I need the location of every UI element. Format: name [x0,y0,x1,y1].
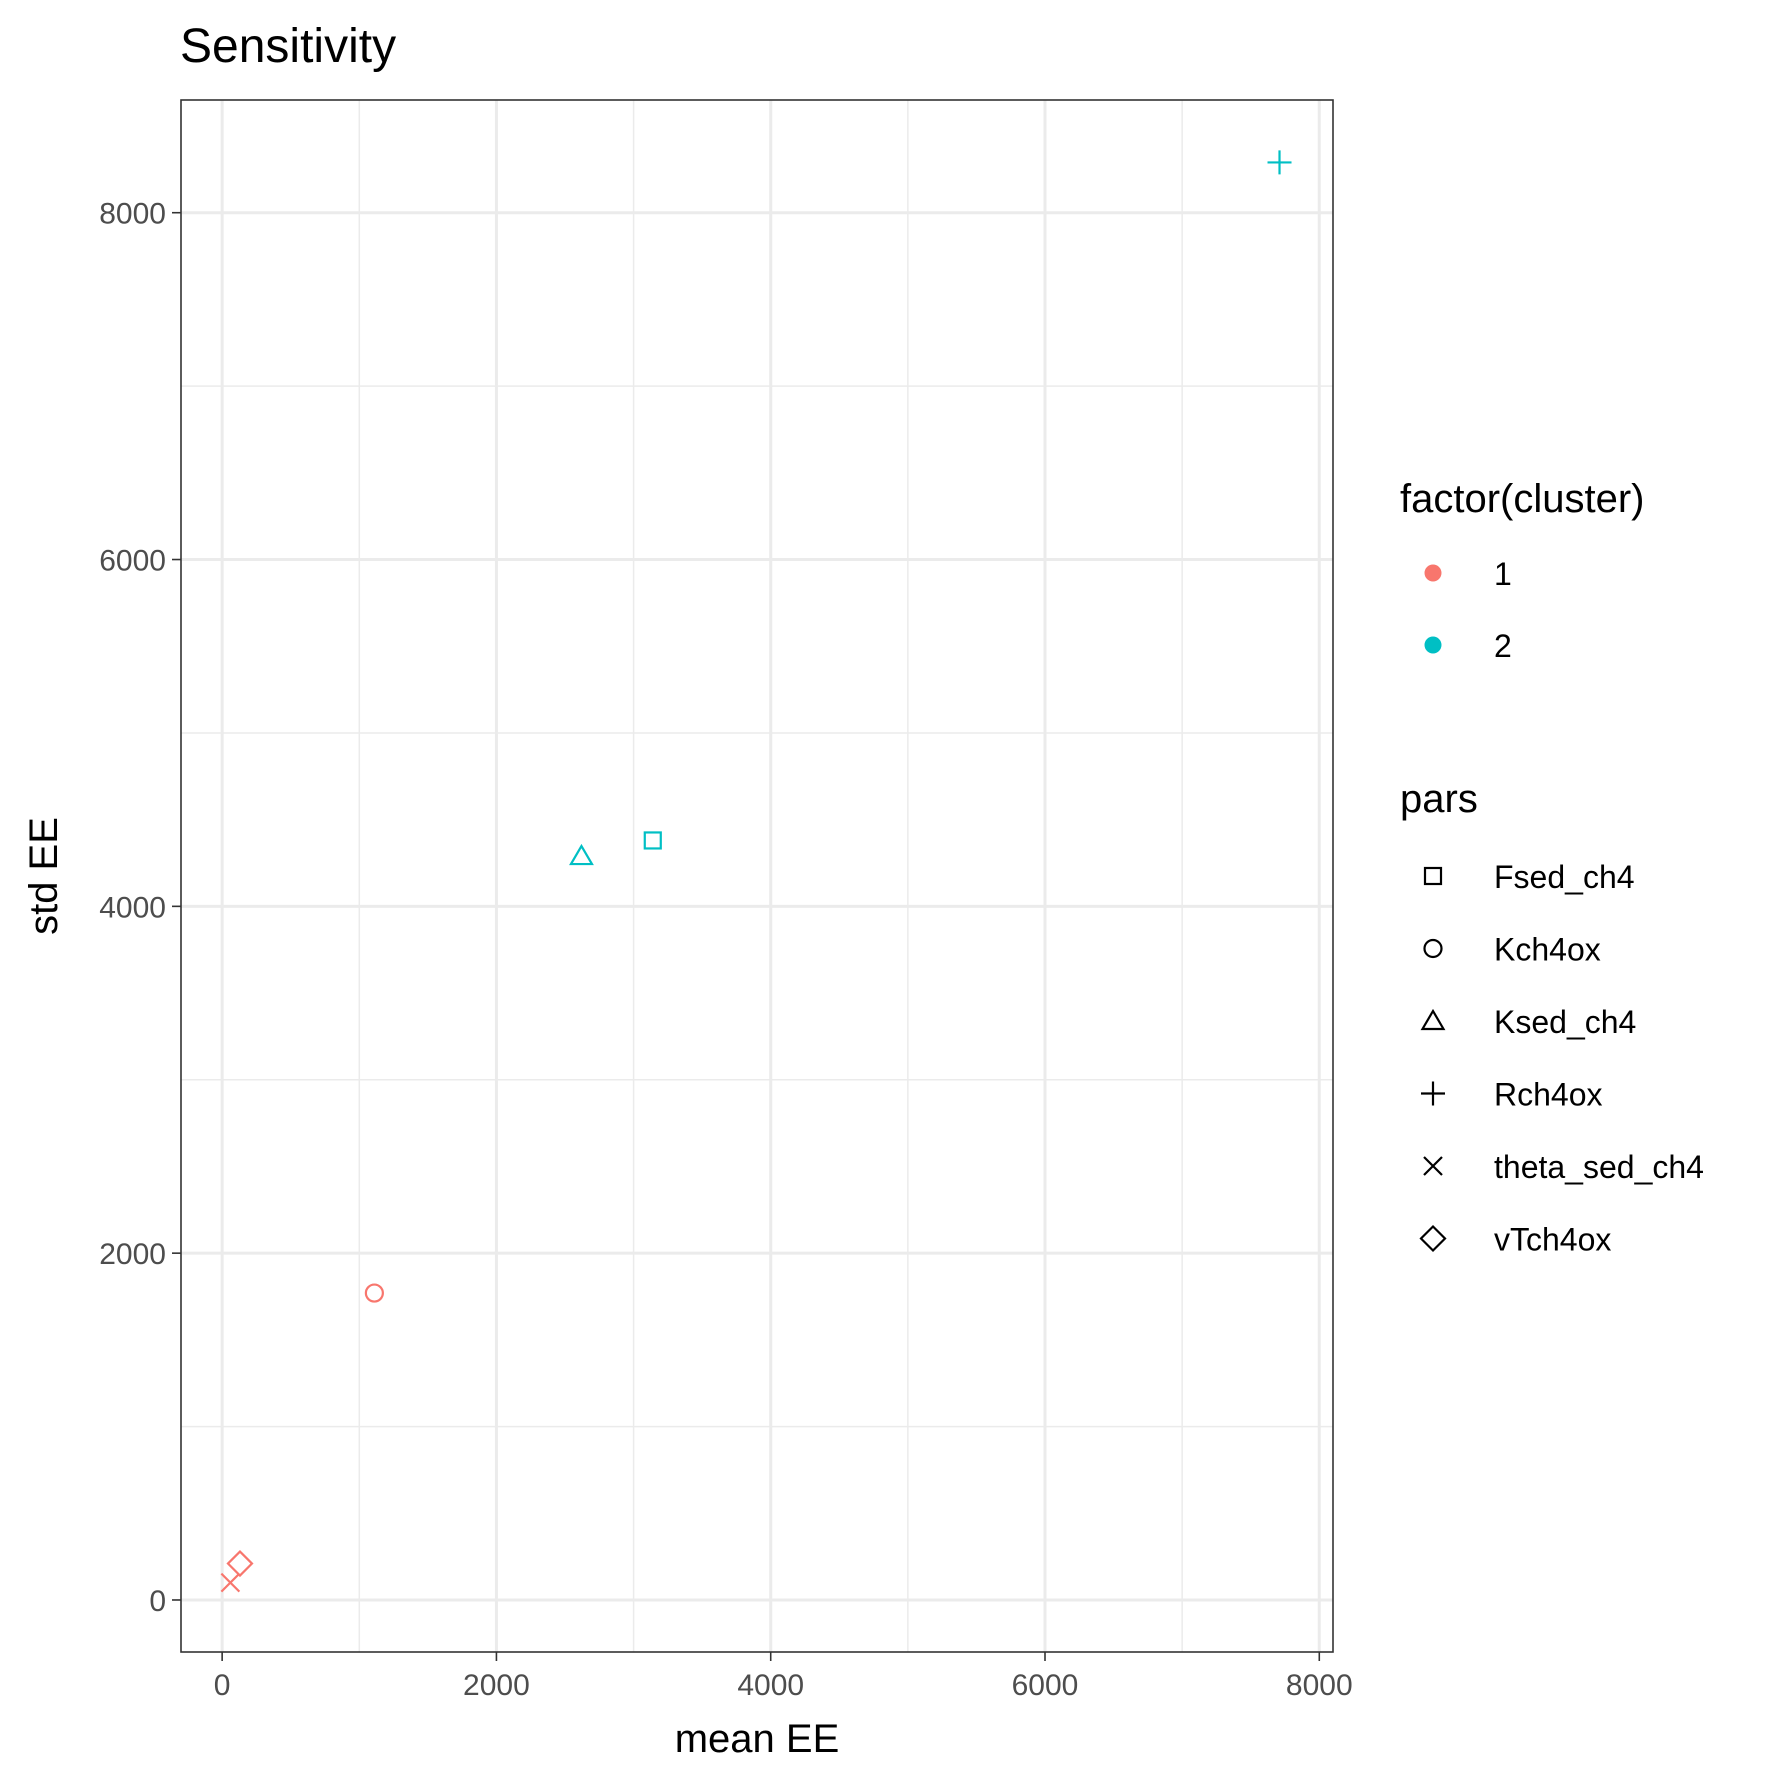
chart-title: Sensitivity [180,20,396,73]
y-tick-label: 0 [149,1585,166,1618]
x-tick-label: 6000 [1012,1669,1079,1702]
data-point-kch4ox [364,1283,384,1303]
legend-key-theta-sed-ch4 [1423,1156,1443,1176]
legend-key-kch4ox [1423,938,1443,959]
legend-label-cluster: 2 [1494,628,1512,664]
x-tick-label: 2000 [463,1669,530,1702]
legend: factor(cluster) 1 2 pars Fsed_ch4 Kch4ox Ksed_… [1400,477,1704,1258]
y-axis-title: std EE [22,817,66,935]
legend-label-cluster: 1 [1494,556,1512,592]
y-tick-label: 8000 [99,198,166,231]
legend-label-pars: Rch4ox [1494,1077,1603,1113]
x-axis-title: mean EE [675,1717,840,1761]
data-points [220,150,1292,1593]
data-point-ksed-ch4 [569,843,594,866]
data-point-theta-sed-ch4 [220,1572,241,1593]
legend-key-vtch4ox [1419,1224,1447,1253]
minor-gridlines [181,100,1333,1652]
major-gridlines [181,100,1333,1652]
y-tick-label: 6000 [99,545,166,578]
data-point-fsed-ch4 [643,831,662,850]
x-tick-label: 0 [214,1669,231,1702]
data-point-vtch4ox [226,1550,254,1578]
legend-key-rch4ox [1421,1081,1445,1106]
legend-label-pars: vTch4ox [1494,1222,1611,1258]
y-tick-label: 4000 [99,891,166,924]
legend-label-pars: Ksed_ch4 [1494,1004,1636,1040]
legend-title-cluster: factor(cluster) [1400,477,1645,521]
legend-key-cluster-1 [1424,564,1442,582]
legend-key-cluster-2 [1424,636,1442,654]
legend-label-pars: Kch4ox [1494,932,1601,968]
legend-label-pars: theta_sed_ch4 [1494,1149,1704,1185]
legend-key-ksed-ch4 [1420,1008,1446,1031]
data-point-rch4ox [1267,150,1292,175]
plot-panel [181,100,1333,1652]
x-axis: 0 2000 4000 6000 8000 [214,1652,1353,1702]
y-tick-label: 2000 [99,1238,166,1271]
x-tick-label: 8000 [1286,1669,1353,1702]
plot-border [180,99,1334,1653]
legend-title-pars: pars [1400,777,1478,821]
y-axis: 0 2000 4000 6000 8000 [99,198,181,1618]
legend-key-fsed-ch4 [1423,866,1443,886]
legend-label-pars: Fsed_ch4 [1494,859,1635,895]
x-tick-label: 4000 [737,1669,804,1702]
